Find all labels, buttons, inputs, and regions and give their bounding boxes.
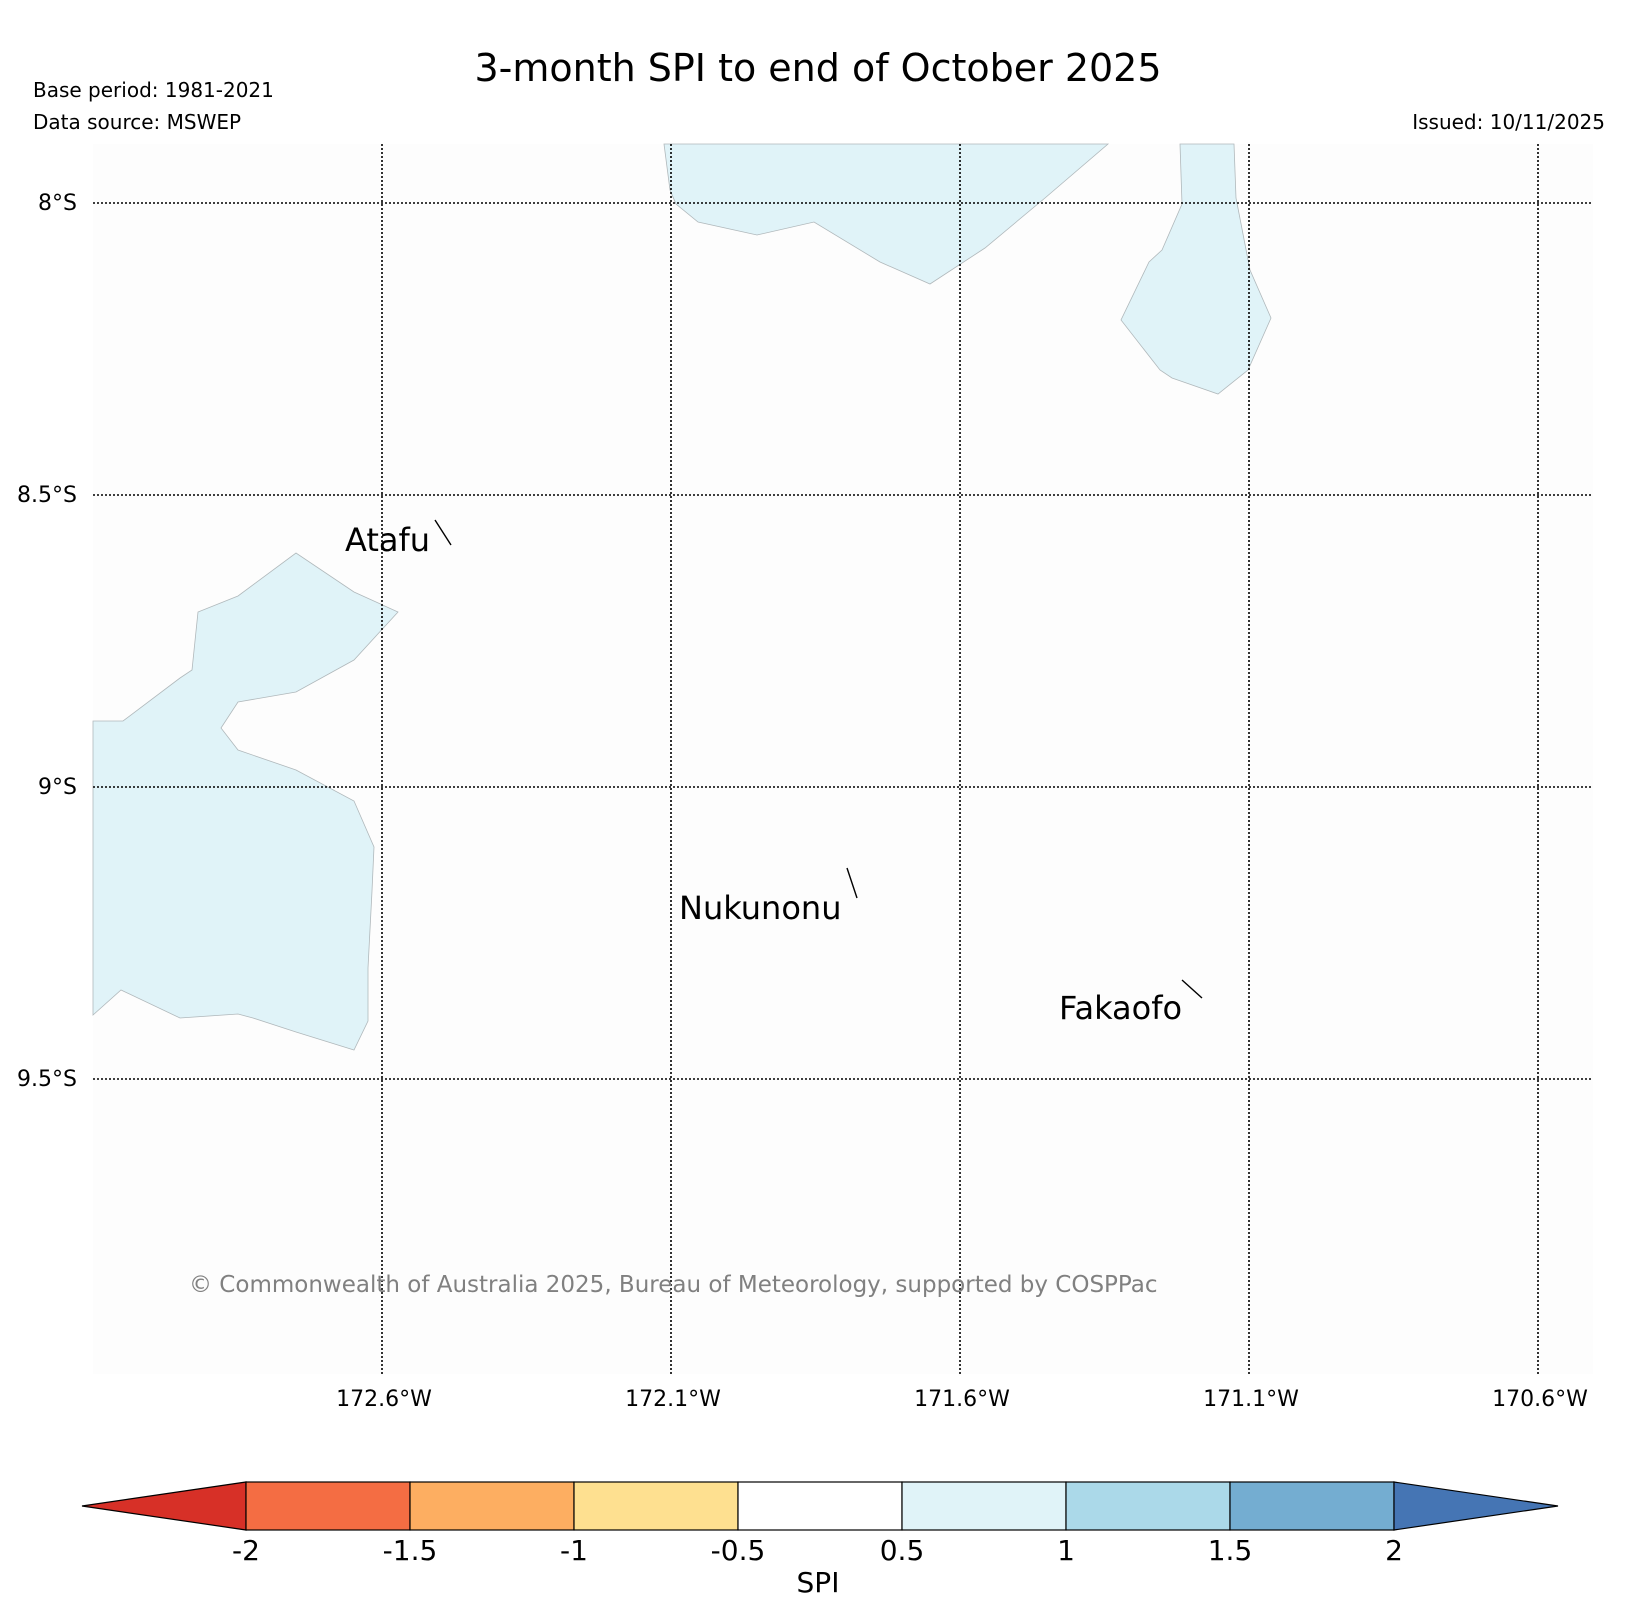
map-panel: 8°S 8.5°S 9°S 9.5°S 172.6°W 172.1°W 171.… (17, 143, 1593, 1412)
place-label-fakaofo: Fakaofo (1059, 989, 1182, 1027)
base-period-note: Base period: 1981-2021 (33, 78, 274, 102)
map-title: 3-month SPI to end of October 2025 (474, 46, 1161, 90)
map-background (93, 144, 1593, 1374)
colorbar-tick-label: 1 (1057, 1534, 1075, 1567)
colorbar-segment (245, 1481, 411, 1531)
lat-label: 9.5°S (17, 1067, 77, 1092)
place-label-atafu: Atafu (345, 521, 430, 559)
lon-label: 170.6°W (1492, 1387, 1588, 1412)
lat-label: 8°S (38, 191, 77, 216)
data-source-note: Data source: MSWEP (33, 110, 241, 134)
spi-region-northeast (1120, 143, 1272, 395)
copyright-notice: © Commonwealth of Australia 2025, Bureau… (189, 1272, 1158, 1298)
nukunonu-atoll-outline (846, 867, 858, 899)
colorbar-high-extend (1393, 1481, 1559, 1531)
lon-label: 172.6°W (336, 1387, 432, 1412)
fakaofo-atoll-outline (1181, 979, 1203, 999)
colorbar-tick-label: 0.5 (880, 1534, 925, 1567)
colorbar-tick-label: 1.5 (1208, 1534, 1253, 1567)
issued-date: Issued: 10/11/2025 (1412, 110, 1605, 134)
colorbar-segment (409, 1481, 575, 1531)
colorbar-tick-label: -0.5 (711, 1534, 766, 1567)
colorbar-segment (1065, 1481, 1231, 1531)
colorbar-tick-label: -2 (232, 1534, 260, 1567)
colorbar-tick-label: 2 (1385, 1534, 1403, 1567)
colorbar-label: SPI (797, 1566, 840, 1599)
lat-label: 8.5°S (17, 483, 77, 508)
colorbar-segment (1229, 1481, 1395, 1531)
lon-label: 171.6°W (914, 1387, 1010, 1412)
spi-region-north (663, 143, 1110, 285)
latitude-gridlines (93, 202, 1593, 1080)
colorbar-segment (901, 1481, 1067, 1531)
colorbar-segment (737, 1481, 903, 1531)
spi-region-west (92, 552, 399, 1051)
lat-label: 9°S (38, 775, 77, 800)
place-label-nukunonu: Nukunonu (679, 889, 841, 927)
colorbar-segment (573, 1481, 739, 1531)
colorbar-low-extend (81, 1481, 247, 1531)
colorbar-tick-label: -1 (560, 1534, 588, 1567)
longitude-gridlines (381, 144, 1539, 1374)
colorbar-tick-label: -1.5 (383, 1534, 438, 1567)
colorbar: -2 -1.5 -1 -0.5 0.5 1 1.5 2 SPI (81, 1481, 1559, 1599)
lon-label: 171.1°W (1203, 1387, 1299, 1412)
atafu-atoll-outline (434, 519, 452, 546)
lon-label: 172.1°W (625, 1387, 721, 1412)
